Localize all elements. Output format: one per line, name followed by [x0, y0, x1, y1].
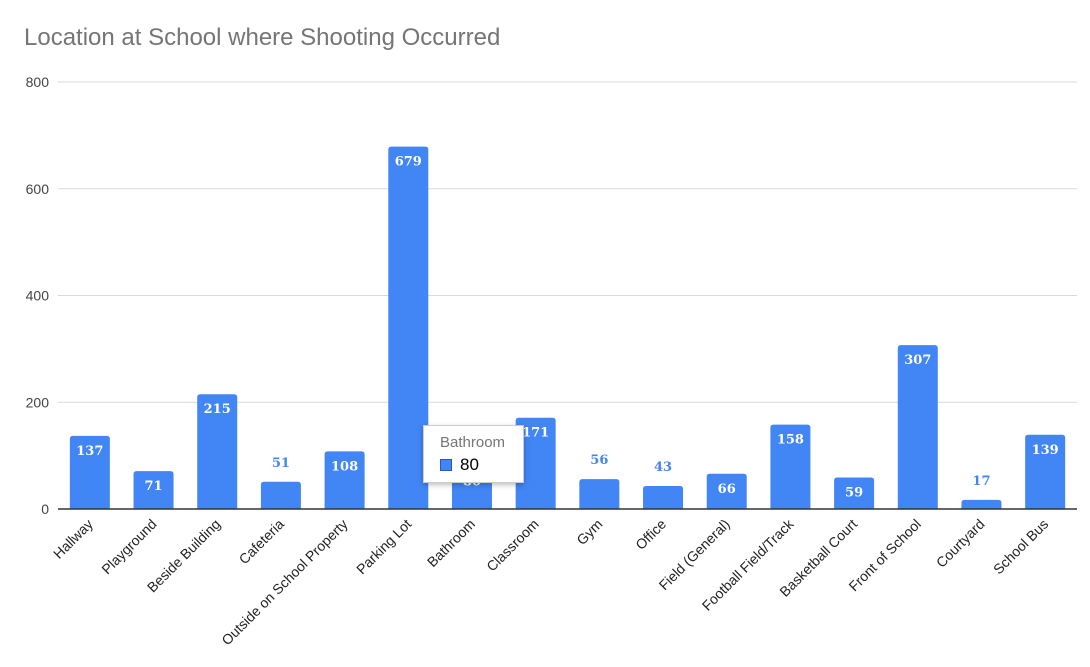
y-tick-label: 0 — [41, 501, 49, 517]
hover-tooltip: Bathroom 80 — [423, 425, 524, 483]
bar-football-field-track[interactable] — [770, 424, 811, 509]
x-category-label: Hallway — [50, 516, 96, 562]
bar-cafeteria[interactable] — [260, 481, 301, 509]
bar-gym[interactable] — [579, 479, 620, 509]
y-tick-label: 400 — [26, 288, 50, 304]
tooltip-value: 80 — [460, 455, 479, 474]
tooltip-row: 80 — [440, 455, 523, 475]
y-tick-label: 200 — [26, 394, 50, 410]
bar-value-label: 43 — [654, 460, 672, 475]
bar-office[interactable] — [643, 486, 684, 509]
bar-value-label: 171 — [522, 426, 549, 441]
bars — [69, 146, 1066, 510]
x-category-label: Bathroom — [424, 516, 478, 570]
bar-value-label: 17 — [972, 474, 990, 489]
bar-value-label: 215 — [204, 402, 231, 417]
bar-value-label: 71 — [144, 479, 162, 494]
bar-hallway[interactable] — [69, 435, 110, 509]
bar-value-label: 137 — [76, 444, 103, 459]
bar-parking-lot[interactable] — [388, 146, 429, 510]
bar-courtyard[interactable] — [961, 499, 1002, 509]
y-axis-ticks: 0 200 400 600 800 — [26, 74, 50, 517]
bar-value-label: 679 — [395, 155, 422, 170]
bar-beside-building[interactable] — [197, 394, 238, 509]
bar-value-label: 158 — [777, 433, 804, 448]
y-tick-label: 800 — [26, 74, 50, 90]
x-category-label: Outside on School Property — [218, 516, 350, 648]
bar-classroom[interactable] — [515, 417, 556, 509]
bar-front-of-school[interactable] — [897, 345, 938, 509]
x-category-label: Classroom — [483, 516, 542, 575]
x-category-label: School Bus — [990, 516, 1051, 577]
tooltip-swatch — [440, 459, 452, 471]
bar-value-label: 56 — [590, 453, 608, 468]
x-category-label: Playground — [98, 516, 159, 577]
x-category-label: Office — [632, 516, 669, 553]
tooltip-category: Bathroom — [440, 434, 506, 451]
bar-value-label: 59 — [845, 486, 863, 501]
bar-value-label: 307 — [904, 353, 931, 368]
x-category-label: Cafeteria — [236, 516, 288, 568]
x-category-label: Parking Lot — [353, 516, 414, 577]
bar-value-label: 139 — [1032, 443, 1059, 458]
chart-title: Location at School where Shooting Occurr… — [24, 24, 501, 51]
bar-school-bus[interactable] — [1025, 434, 1066, 509]
bar-value-label: 51 — [272, 456, 290, 471]
x-category-label: Courtyard — [933, 516, 988, 571]
x-category-label: Gym — [573, 516, 605, 548]
y-tick-label: 600 — [26, 181, 50, 197]
bar-basketball-court[interactable] — [834, 477, 875, 509]
bar-playground[interactable] — [133, 471, 174, 509]
bar-field-general-[interactable] — [706, 473, 747, 509]
bar-outside-on-school-property[interactable] — [324, 451, 365, 509]
bar-value-label: 108 — [331, 459, 358, 474]
data-labels: 137 71 215 51 108 679 80 171 56 43 66 158 59 307 17 139 — [76, 155, 1058, 501]
bar-value-label: 66 — [718, 482, 736, 497]
